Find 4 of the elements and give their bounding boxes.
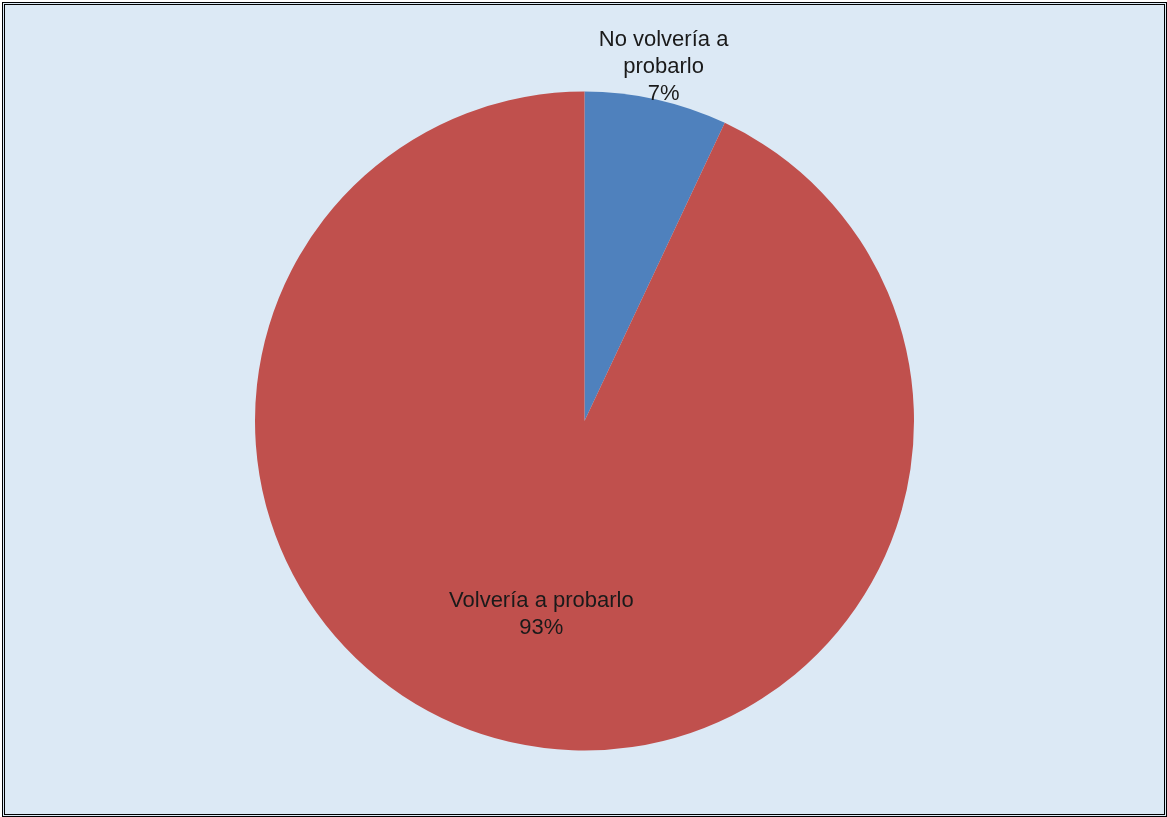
slice-label: No volvería a probarlo (598, 26, 730, 79)
slice-label: Volvería a probarlo (449, 586, 634, 612)
data-label: 93% (519, 613, 564, 639)
data-label: 7% (647, 80, 680, 106)
